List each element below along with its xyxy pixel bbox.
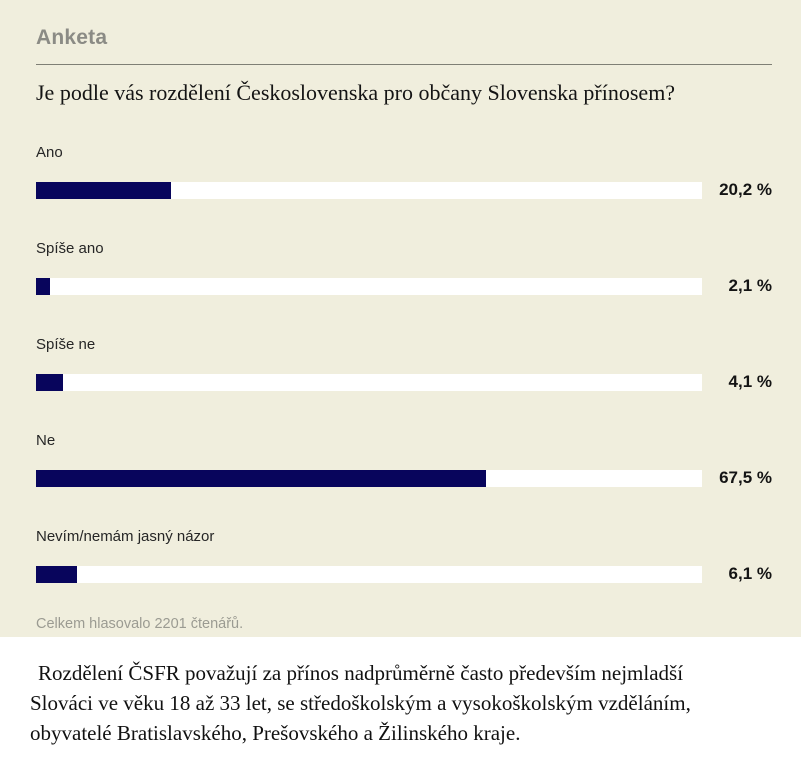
article-line: Rozdělení ČSFR považují za přínos nadprů… [38, 661, 684, 685]
poll-bar-fill [36, 565, 77, 583]
title-divider [36, 64, 772, 65]
poll-option-row: Spíše ne 4,1 % [36, 336, 772, 392]
poll-total-votes: Celkem hlasovalo 2201 čtenářů. [36, 616, 244, 632]
poll-option-bar-line: 4,1 % [36, 372, 772, 392]
poll-option-percent: 6,1 % [728, 564, 772, 583]
poll-option-bar-line: 2,1 % [36, 276, 772, 296]
poll-bar-track [36, 565, 702, 583]
poll-option-label: Ano [36, 144, 63, 161]
poll-option-label: Spíše ne [36, 336, 96, 353]
poll-option-row: Nevím/nemám jasný názor 6,1 % [36, 528, 772, 584]
poll-option-label: Spíše ano [36, 240, 104, 257]
poll-panel: Anketa Je podle vás rozdělení Českoslove… [0, 0, 801, 637]
poll-bar-track [36, 373, 702, 391]
poll-option-percent: 2,1 % [728, 276, 772, 295]
poll-bar-track [36, 181, 702, 199]
poll-results-list: Ano 20,2 % Spíše ano 2,1 % Spíše ne 4,1 … [36, 144, 772, 584]
poll-option-percent: 20,2 % [719, 180, 772, 199]
poll-option-bar-line: 67,5 % [36, 468, 772, 488]
poll-option-bar-line: 20,2 % [36, 180, 772, 200]
poll-option-percent: 4,1 % [728, 372, 772, 391]
poll-option-bar-line: 6,1 % [36, 564, 772, 584]
poll-bar-fill [36, 373, 64, 391]
article-paragraph: Rozdělení ČSFR považují za přínos nadprů… [0, 637, 801, 748]
poll-bar-track [36, 469, 702, 487]
poll-option-row: Ano 20,2 % [36, 144, 772, 200]
poll-bar-fill [36, 181, 171, 199]
poll-bar-fill [36, 277, 50, 295]
poll-option-label: Nevím/nemám jasný názor [36, 528, 215, 545]
poll-question: Je podle vás rozdělení Československa pr… [36, 80, 676, 105]
poll-option-row: Spíše ano 2,1 % [36, 240, 772, 296]
poll-option-row: Ne 67,5 % [36, 432, 772, 488]
poll-bar-fill [36, 469, 486, 487]
poll-option-percent: 67,5 % [719, 468, 772, 487]
poll-bar-track [36, 277, 702, 295]
poll-title: Anketa [36, 26, 108, 49]
article-line: obyvatelé Bratislavského, Prešovského a … [30, 721, 521, 745]
poll-option-label: Ne [36, 432, 56, 449]
article-line: Slováci ve věku 18 až 33 let, se středoš… [30, 691, 691, 715]
